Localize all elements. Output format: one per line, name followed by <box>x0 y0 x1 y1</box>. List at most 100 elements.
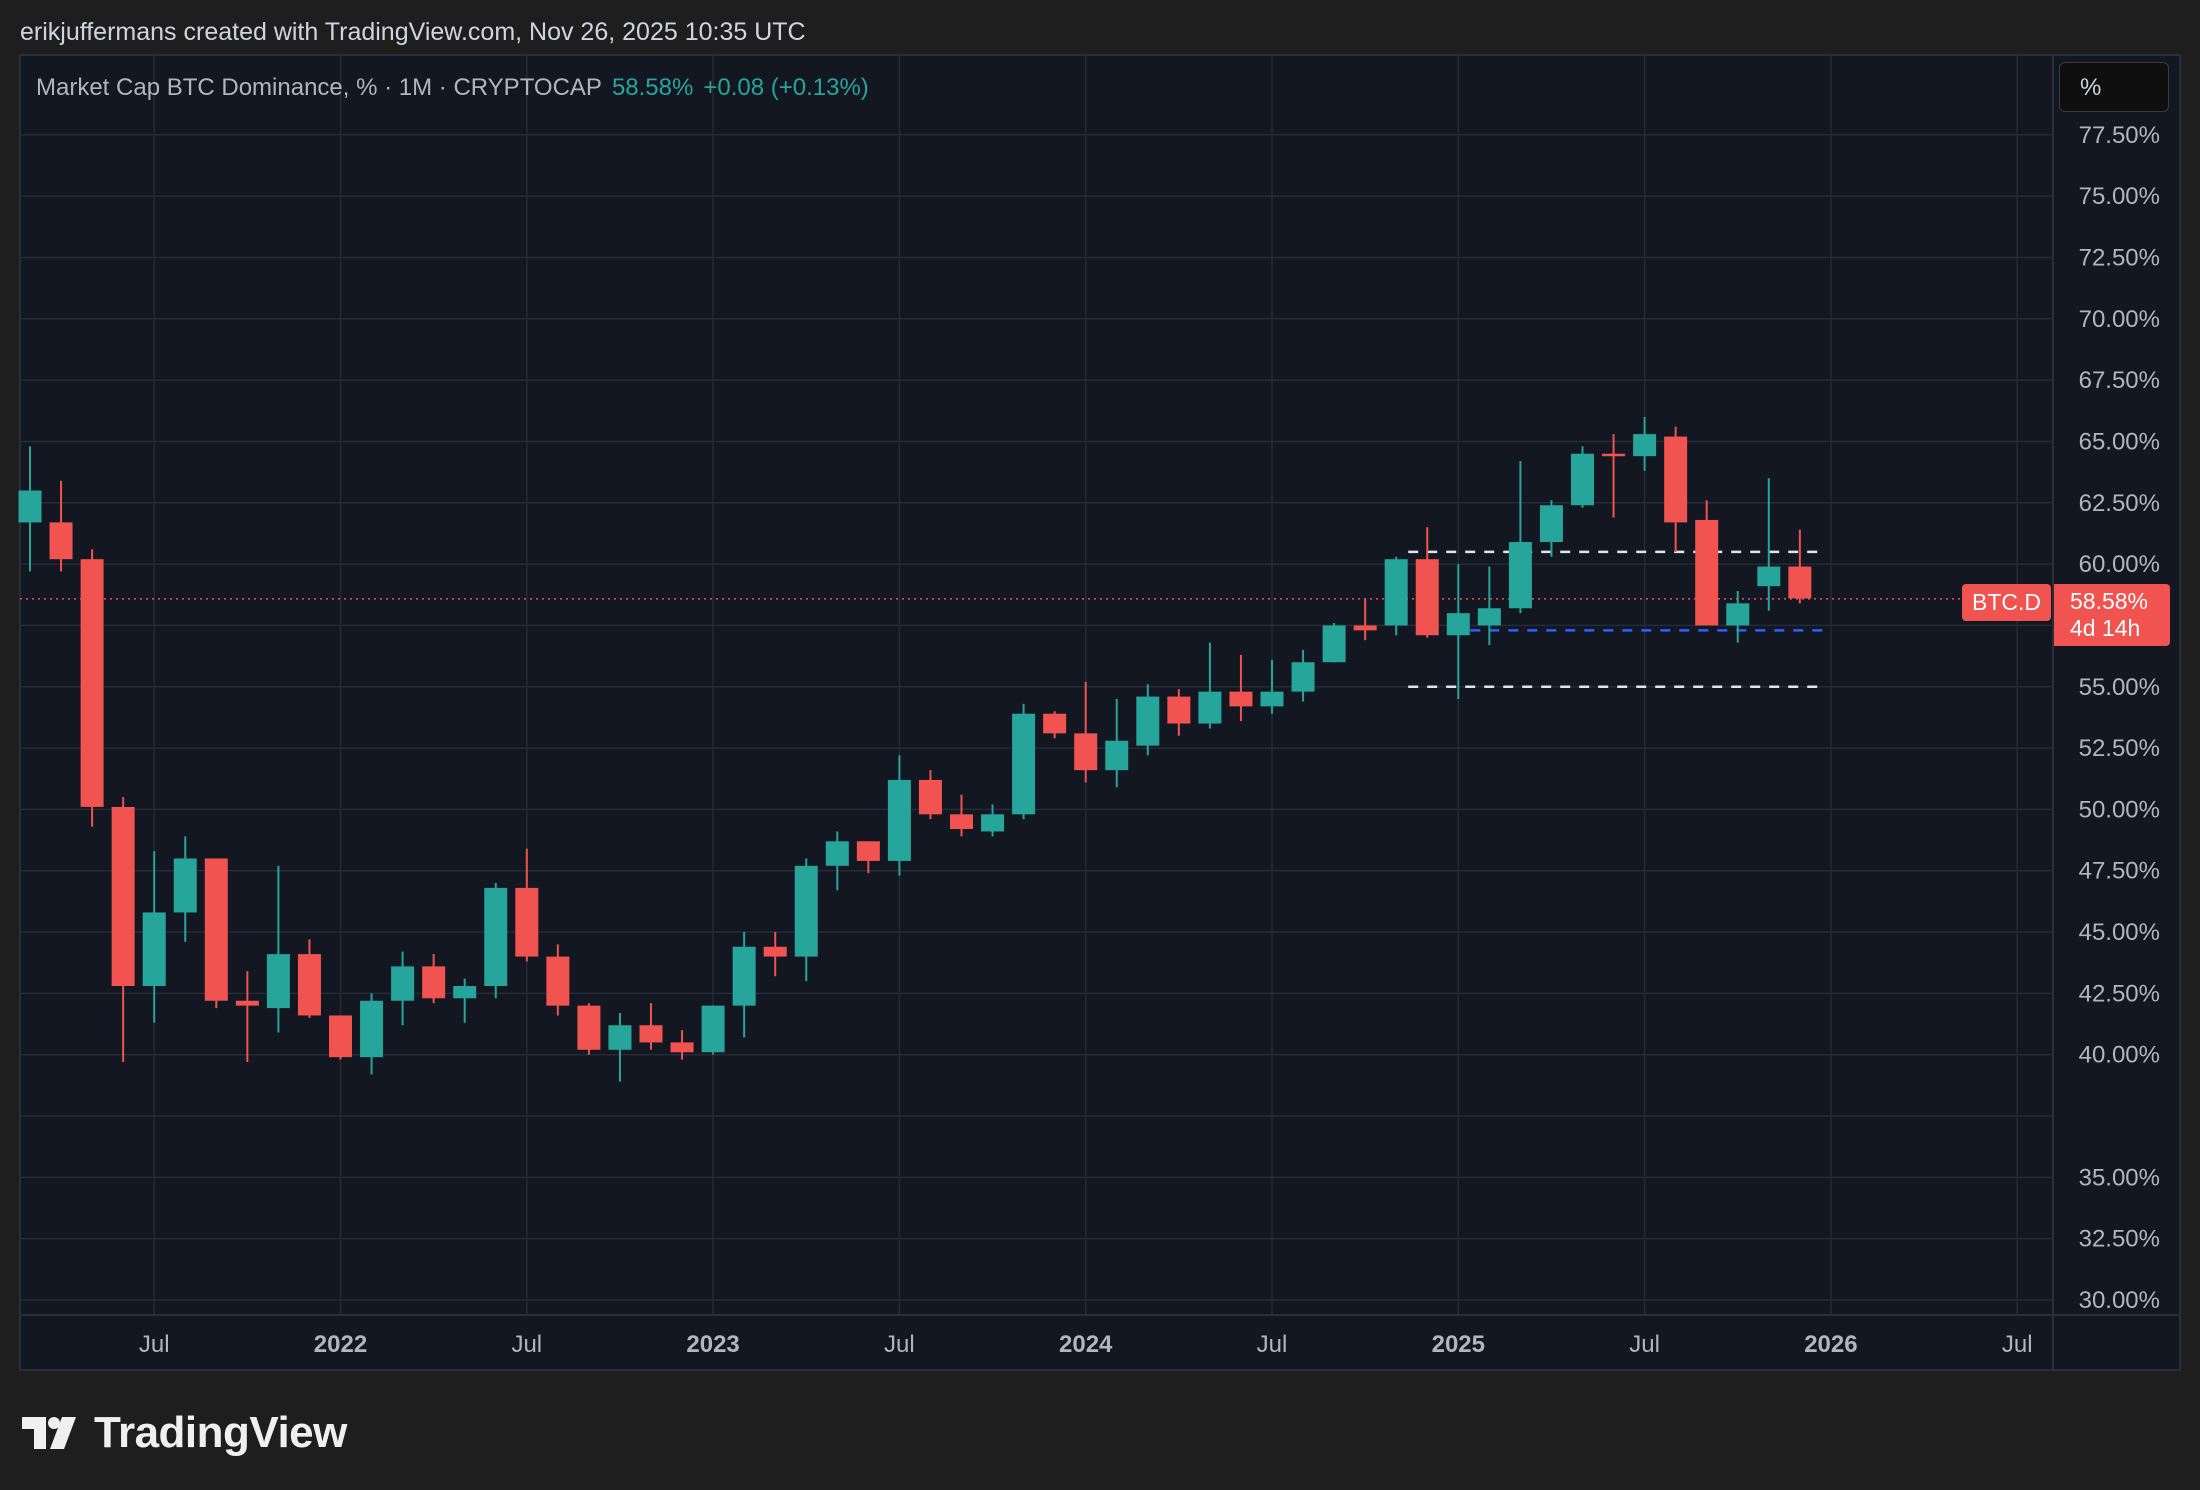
candle[interactable] <box>1229 654 1253 722</box>
candle[interactable] <box>856 841 880 874</box>
candle[interactable] <box>49 480 73 572</box>
price-tick-label: 50.00% <box>2079 796 2160 823</box>
candle-body <box>142 912 166 987</box>
candle[interactable] <box>1633 416 1657 471</box>
candle[interactable] <box>1136 684 1160 756</box>
candle[interactable] <box>1012 703 1036 820</box>
candles <box>18 416 1812 1082</box>
candle-body <box>950 814 973 830</box>
candle[interactable] <box>204 858 228 1009</box>
time-tick-label: Jul <box>884 1331 915 1358</box>
time-tick-label: 2024 <box>1059 1331 1113 1358</box>
candle[interactable] <box>484 882 508 999</box>
candle-body <box>1322 625 1346 663</box>
candle[interactable] <box>732 932 756 1038</box>
price-tick-label: 55.00% <box>2079 674 2160 701</box>
candle-body <box>266 954 290 1009</box>
price-tick-label: 52.50% <box>2079 735 2160 762</box>
candle[interactable] <box>639 1003 663 1050</box>
candle[interactable] <box>1260 659 1284 714</box>
candle[interactable] <box>701 1005 725 1055</box>
candle-body <box>732 946 756 1006</box>
candle[interactable] <box>918 770 942 820</box>
percent-scale-button[interactable]: % <box>2059 62 2169 112</box>
candle-body <box>18 490 42 523</box>
candle[interactable] <box>360 993 384 1075</box>
candle-body <box>1229 691 1253 707</box>
candle[interactable] <box>546 944 570 1016</box>
time-tick-label: 2025 <box>1432 1331 1485 1358</box>
candle[interactable] <box>1571 446 1594 508</box>
candle[interactable] <box>1446 564 1470 700</box>
tradingview-logo[interactable]: TradingView <box>22 1408 347 1458</box>
candle[interactable] <box>111 797 135 1063</box>
candle-body <box>297 954 321 1016</box>
candle[interactable] <box>670 1030 694 1060</box>
candle[interactable] <box>1353 598 1377 641</box>
candle-body <box>422 966 446 999</box>
candle[interactable] <box>266 865 290 1033</box>
price-tick-label: 75.00% <box>2079 183 2160 210</box>
candle[interactable] <box>1105 699 1129 788</box>
candle-body <box>1508 542 1532 609</box>
candle[interactable] <box>1664 426 1688 552</box>
candle-body <box>515 887 539 957</box>
candle[interactable] <box>1415 527 1439 638</box>
candle[interactable] <box>453 978 477 1023</box>
price-tick-label: 32.50% <box>2079 1226 2160 1253</box>
chart-frame <box>19 54 2181 1371</box>
time-tick-label: Jul <box>2002 1331 2033 1358</box>
candle[interactable] <box>950 794 973 837</box>
candle[interactable] <box>763 932 787 977</box>
candle-body <box>1664 436 1688 523</box>
time-tick-label: Jul <box>1629 1331 1660 1358</box>
time-tick-label: Jul <box>139 1331 170 1358</box>
candle[interactable] <box>1695 500 1719 626</box>
price-tick-label: 65.00% <box>2079 428 2160 455</box>
candle-body <box>856 841 880 861</box>
candle[interactable] <box>235 971 259 1063</box>
candle-body <box>1477 608 1501 626</box>
candle[interactable] <box>1539 500 1563 557</box>
candle-body <box>1539 505 1563 543</box>
candle[interactable] <box>1384 556 1408 636</box>
candle[interactable] <box>422 954 446 1004</box>
candle[interactable] <box>1043 711 1067 739</box>
candle[interactable] <box>608 1012 632 1082</box>
candle[interactable] <box>1602 434 1626 518</box>
candle[interactable] <box>1508 461 1532 614</box>
candle[interactable] <box>80 549 104 827</box>
candle-body <box>1136 696 1160 746</box>
candle[interactable] <box>794 858 818 982</box>
candle[interactable] <box>825 831 849 891</box>
time-tick-label: Jul <box>1257 1331 1288 1358</box>
horizontal-levels <box>1408 550 1826 688</box>
candle[interactable] <box>391 951 415 1026</box>
candle[interactable] <box>1757 478 1781 611</box>
candle-body <box>1043 713 1067 734</box>
candle[interactable] <box>142 851 166 1023</box>
candle[interactable] <box>577 1003 601 1055</box>
candle[interactable] <box>1477 566 1501 646</box>
price-tick-label: 40.00% <box>2079 1042 2160 1069</box>
candle[interactable] <box>515 848 539 962</box>
candle[interactable] <box>173 836 197 942</box>
candle[interactable] <box>297 939 321 1018</box>
candle[interactable] <box>1074 681 1098 783</box>
candle[interactable] <box>329 1015 352 1060</box>
candle[interactable] <box>18 446 42 572</box>
price-badge-value: 58.58% <box>2070 588 2149 614</box>
candle-body <box>1353 625 1377 631</box>
candle[interactable] <box>1198 642 1222 729</box>
candle[interactable] <box>1167 689 1191 736</box>
candle[interactable] <box>1788 529 1812 604</box>
candle[interactable] <box>1726 591 1750 643</box>
candle[interactable] <box>1322 622 1346 663</box>
candle[interactable] <box>981 804 1005 837</box>
candle-body <box>1695 519 1719 626</box>
candle[interactable] <box>1291 649 1315 702</box>
candle-body <box>639 1025 663 1043</box>
candle[interactable] <box>887 755 911 876</box>
candle-body <box>1602 453 1626 457</box>
